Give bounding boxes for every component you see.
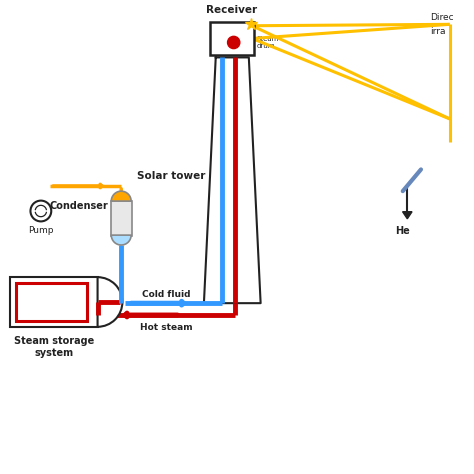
Bar xyxy=(16,283,87,320)
Wedge shape xyxy=(111,191,131,201)
Circle shape xyxy=(228,36,240,49)
Text: Cold fluid: Cold fluid xyxy=(142,291,191,300)
Text: irra: irra xyxy=(430,27,446,36)
Text: Direc: Direc xyxy=(430,12,454,21)
Wedge shape xyxy=(111,235,131,245)
Bar xyxy=(10,277,98,327)
Circle shape xyxy=(30,201,51,221)
FancyBboxPatch shape xyxy=(210,22,255,55)
Text: Receiver: Receiver xyxy=(207,5,257,15)
Text: Pump: Pump xyxy=(28,226,54,235)
Text: Steam
drum: Steam drum xyxy=(257,36,279,49)
Text: Hot steam: Hot steam xyxy=(140,323,192,332)
Polygon shape xyxy=(402,212,412,219)
Text: Condenser: Condenser xyxy=(49,201,108,211)
Wedge shape xyxy=(98,277,122,327)
Text: He: He xyxy=(395,226,410,236)
Text: Steam storage
system: Steam storage system xyxy=(14,336,94,358)
Text: Solar tower: Solar tower xyxy=(137,171,205,181)
FancyBboxPatch shape xyxy=(111,201,132,236)
